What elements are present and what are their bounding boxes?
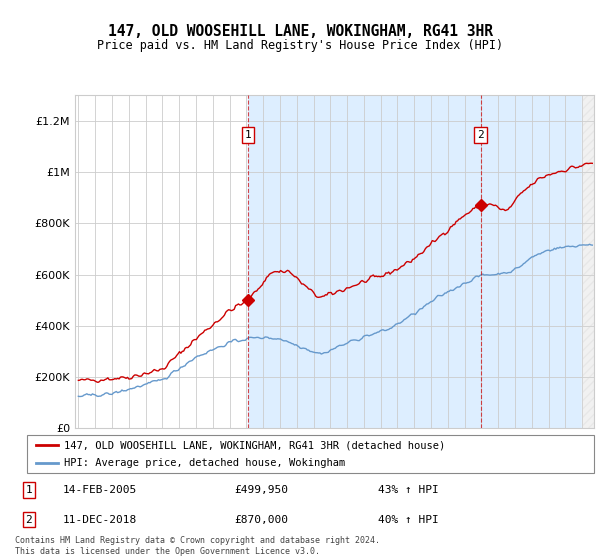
Text: 2: 2 xyxy=(477,130,484,140)
Text: £870,000: £870,000 xyxy=(234,515,288,525)
Text: 40% ↑ HPI: 40% ↑ HPI xyxy=(378,515,439,525)
Text: Price paid vs. HM Land Registry's House Price Index (HPI): Price paid vs. HM Land Registry's House … xyxy=(97,39,503,52)
Bar xyxy=(248,95,582,428)
Text: 147, OLD WOOSEHILL LANE, WOKINGHAM, RG41 3HR: 147, OLD WOOSEHILL LANE, WOKINGHAM, RG41… xyxy=(107,24,493,39)
Bar xyxy=(582,95,594,428)
Text: 11-DEC-2018: 11-DEC-2018 xyxy=(63,515,137,525)
Text: 14-FEB-2005: 14-FEB-2005 xyxy=(63,485,137,495)
FancyBboxPatch shape xyxy=(27,435,594,473)
Text: 1: 1 xyxy=(25,485,32,495)
Text: £499,950: £499,950 xyxy=(234,485,288,495)
Text: 43% ↑ HPI: 43% ↑ HPI xyxy=(378,485,439,495)
Text: 1: 1 xyxy=(245,130,252,140)
Text: 2: 2 xyxy=(25,515,32,525)
Text: HPI: Average price, detached house, Wokingham: HPI: Average price, detached house, Woki… xyxy=(64,458,345,468)
Text: 147, OLD WOOSEHILL LANE, WOKINGHAM, RG41 3HR (detached house): 147, OLD WOOSEHILL LANE, WOKINGHAM, RG41… xyxy=(64,440,445,450)
Bar xyxy=(582,95,594,428)
Text: Contains HM Land Registry data © Crown copyright and database right 2024.
This d: Contains HM Land Registry data © Crown c… xyxy=(15,536,380,556)
